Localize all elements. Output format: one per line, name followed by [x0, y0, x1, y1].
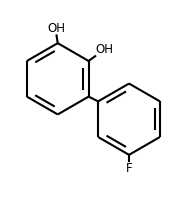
Text: OH: OH	[96, 43, 114, 56]
Text: OH: OH	[48, 22, 66, 35]
Text: F: F	[126, 162, 132, 175]
